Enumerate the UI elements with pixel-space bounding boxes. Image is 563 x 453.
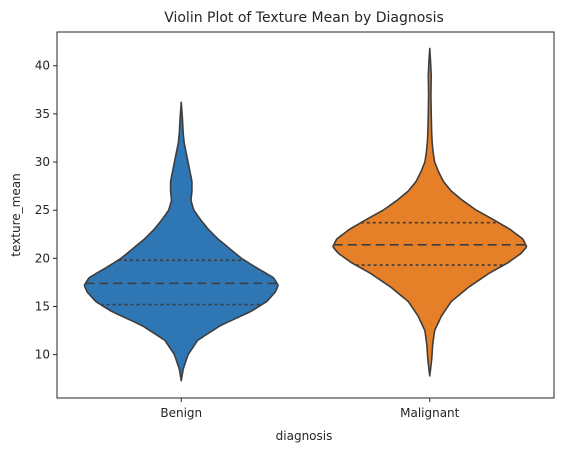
x-tick-label: Benign xyxy=(160,406,202,420)
y-axis: 10 15 20 25 30 35 40 xyxy=(35,59,57,362)
y-tick-label: 10 xyxy=(35,348,50,362)
y-axis-label: texture_mean xyxy=(9,173,23,256)
y-tick-label: 30 xyxy=(35,155,50,169)
violin-body xyxy=(332,47,528,377)
x-axis: Benign Malignant xyxy=(160,398,460,420)
violin-benign xyxy=(83,101,279,382)
chart-title: Violin Plot of Texture Mean by Diagnosis xyxy=(164,10,444,26)
x-tick-label: Malignant xyxy=(400,406,460,420)
y-tick-label: 25 xyxy=(35,203,50,217)
violin-malignant xyxy=(332,47,528,377)
y-tick-label: 15 xyxy=(35,300,50,314)
plot-frame xyxy=(56,31,555,399)
y-tick-label: 35 xyxy=(35,107,50,121)
x-axis-label: diagnosis xyxy=(276,429,333,443)
y-tick-label: 20 xyxy=(35,251,50,265)
violin-body xyxy=(83,101,279,382)
y-tick-label: 40 xyxy=(35,59,50,73)
